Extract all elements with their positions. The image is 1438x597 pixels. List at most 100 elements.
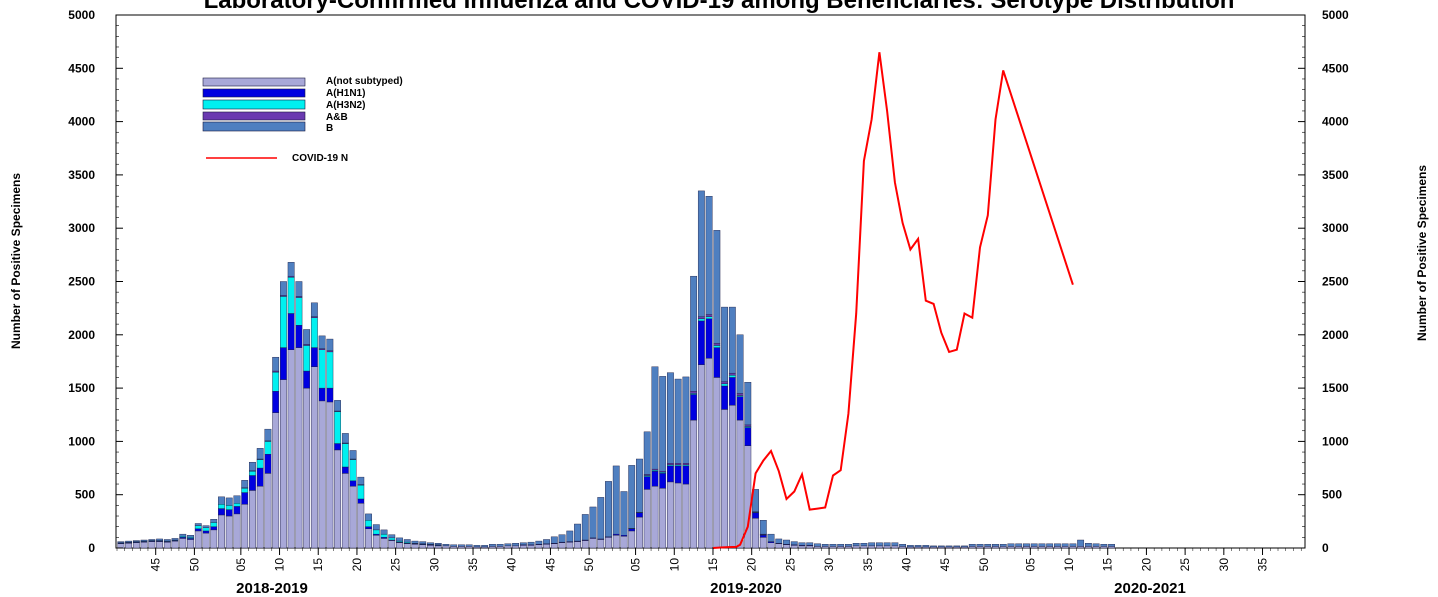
- bar-b: [434, 543, 442, 546]
- bar-a_not_subtyped: [1077, 546, 1085, 549]
- x-tick-label: 30: [427, 558, 441, 572]
- bar-b: [1038, 543, 1046, 547]
- bar-h3n2: [287, 277, 295, 314]
- bar-a_not_subtyped: [697, 364, 705, 549]
- legend-swatch-a_and_b: [202, 111, 306, 121]
- bar-a_not_subtyped: [690, 419, 698, 549]
- bar-a_not_subtyped: [233, 513, 241, 549]
- bar-a_not_subtyped: [659, 488, 667, 549]
- bar-b: [272, 356, 280, 372]
- bar-h1n1: [295, 325, 303, 348]
- bar-a_not_subtyped: [1108, 546, 1115, 549]
- bar-h1n1: [272, 391, 280, 413]
- bar-b: [287, 262, 295, 277]
- bar-a_not_subtyped: [1015, 546, 1023, 549]
- bar-h1n1: [210, 526, 218, 531]
- bar-b: [814, 543, 821, 547]
- bar-b: [906, 545, 914, 548]
- bar-h3n2: [721, 383, 728, 387]
- bar-h1n1: [682, 465, 690, 485]
- y-tick-label-left: 5000: [68, 8, 95, 22]
- x-tick-label: 40: [900, 558, 914, 572]
- bar-a_not_subtyped: [171, 540, 179, 549]
- y-tick-label-right: 3000: [1322, 221, 1349, 235]
- bar-b: [527, 541, 535, 546]
- legend-swatch-b: [202, 121, 306, 132]
- bar-b: [372, 524, 380, 531]
- bar-h3n2: [295, 297, 303, 326]
- bar-b: [628, 465, 636, 529]
- bar-b: [210, 519, 218, 523]
- bar-b: [705, 196, 713, 315]
- bar-b: [380, 529, 388, 535]
- bar-a_not_subtyped: [628, 530, 636, 549]
- bar-b: [589, 506, 597, 539]
- bar-a_not_subtyped: [821, 546, 829, 549]
- bar-a_not_subtyped: [202, 532, 210, 549]
- y-tick-label-left: 3000: [68, 221, 95, 235]
- bar-a_not_subtyped: [1084, 546, 1092, 549]
- bar-b: [899, 544, 907, 547]
- bar-a_not_subtyped: [264, 473, 272, 549]
- bar-a_not_subtyped: [1069, 546, 1077, 549]
- bar-a_not_subtyped: [636, 516, 643, 549]
- bar-a_not_subtyped: [527, 545, 535, 549]
- bar-b: [566, 530, 574, 542]
- bar-a_not_subtyped: [597, 539, 605, 549]
- chart-title: Laboratory-Confirmed Influenza and COVID…: [203, 0, 1235, 14]
- bar-b: [264, 428, 272, 442]
- bar-h3n2: [233, 503, 241, 507]
- bar-a_not_subtyped: [218, 514, 225, 549]
- x-tick-label: 10: [1062, 558, 1076, 572]
- legend-label-a-not-subtyped: A(not subtyped): [326, 76, 403, 87]
- bar-b: [473, 545, 481, 548]
- y-axis-label-right: Number of Positive Specimens: [1415, 164, 1429, 341]
- bar-a_not_subtyped: [535, 544, 543, 549]
- bar-a_not_subtyped: [1030, 546, 1038, 549]
- y-tick-label-right: 1500: [1322, 381, 1349, 395]
- y-tick-label-right: 2000: [1322, 328, 1349, 342]
- bar-h3n2: [280, 296, 287, 348]
- bar-b: [163, 539, 171, 542]
- y-tick-label-left: 4500: [68, 61, 95, 75]
- bar-b: [303, 329, 311, 345]
- bar-a_not_subtyped: [241, 504, 249, 549]
- y-tick-label-left: 0: [88, 541, 95, 555]
- bar-b: [728, 306, 736, 374]
- bar-a_not_subtyped: [334, 449, 341, 549]
- bar-b: [1015, 543, 1023, 547]
- bar-a_not_subtyped: [427, 545, 434, 549]
- bar-h3n2: [202, 527, 210, 532]
- bar-a_and_b: [721, 381, 728, 385]
- y-axis-left: 0 500 1000 1500 2000 2500 3000 3500 4000 4500 5000: [68, 8, 123, 555]
- bar-h1n1: [651, 471, 659, 487]
- bar-b: [349, 450, 357, 460]
- bar-a_not_subtyped: [1046, 546, 1054, 549]
- bar-a_not_subtyped: [419, 544, 427, 549]
- bar-b: [798, 542, 806, 546]
- bar-b: [875, 542, 883, 547]
- bar-b: [341, 433, 349, 444]
- bar-a_not_subtyped: [450, 546, 458, 549]
- bar-a_not_subtyped: [976, 546, 984, 549]
- bar-h3n2: [225, 505, 233, 510]
- bar-b: [233, 495, 241, 504]
- bar-b: [1069, 543, 1077, 547]
- bar-h1n1: [280, 347, 287, 380]
- y-axis-right: 0 500 1000 1500 2000 2500 3000 3500 4000 4500 5000: [1298, 8, 1349, 555]
- y-tick-label-left: 2500: [68, 275, 95, 289]
- bar-a_not_subtyped: [814, 546, 821, 549]
- bar-a_not_subtyped: [310, 366, 318, 549]
- bar-a_not_subtyped: [210, 529, 218, 549]
- bar-a_and_b: [674, 463, 682, 466]
- bar-b: [458, 544, 465, 547]
- bar-h3n2: [697, 318, 705, 322]
- x-tick-label: 25: [389, 558, 403, 572]
- bar-a_not_subtyped: [303, 387, 311, 549]
- bar-a_not_subtyped: [357, 503, 365, 549]
- bar-a_not_subtyped: [1023, 546, 1030, 549]
- bar-a_and_b: [728, 372, 736, 376]
- covid-series-line: [712, 52, 1074, 549]
- bar-h1n1: [690, 394, 698, 421]
